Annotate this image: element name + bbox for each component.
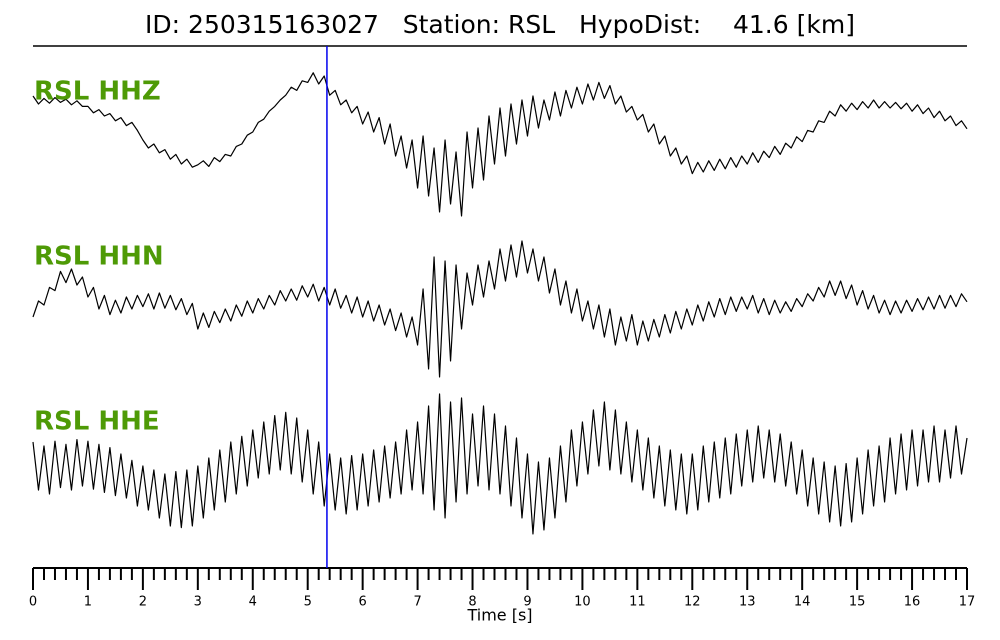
trace-label: RSL HHN <box>34 242 164 272</box>
trace-label: RSL HHZ <box>34 77 161 107</box>
trace <box>32 393 968 535</box>
x-tick-label: 9 <box>523 595 531 610</box>
x-axis-label: Time [s] <box>466 606 532 625</box>
trace <box>32 72 968 217</box>
x-tick-label: 0 <box>29 595 37 610</box>
x-tick-label: 6 <box>359 595 367 610</box>
x-tick-label: 2 <box>139 595 147 610</box>
x-tick-label: 4 <box>249 595 257 610</box>
x-tick-label: 17 <box>959 595 976 610</box>
x-tick-label: 15 <box>849 595 866 610</box>
x-tick-label: 8 <box>468 595 476 610</box>
x-tick-label: 16 <box>904 595 921 610</box>
x-tick-label: 10 <box>574 595 591 610</box>
chart-title: ID: 250315163027 Station: RSL HypoDist: … <box>145 10 855 39</box>
x-tick-label: 12 <box>684 595 701 610</box>
x-tick-label: 13 <box>739 595 756 610</box>
x-tick-label: 7 <box>413 595 421 610</box>
x-tick-label: 5 <box>304 595 312 610</box>
trace-label: RSL HHE <box>34 407 160 437</box>
x-tick-label: 3 <box>194 595 202 610</box>
trace <box>32 240 968 378</box>
x-tick-label: 1 <box>84 595 92 610</box>
x-tick-label: 11 <box>629 595 646 610</box>
x-tick-label: 14 <box>794 595 811 610</box>
